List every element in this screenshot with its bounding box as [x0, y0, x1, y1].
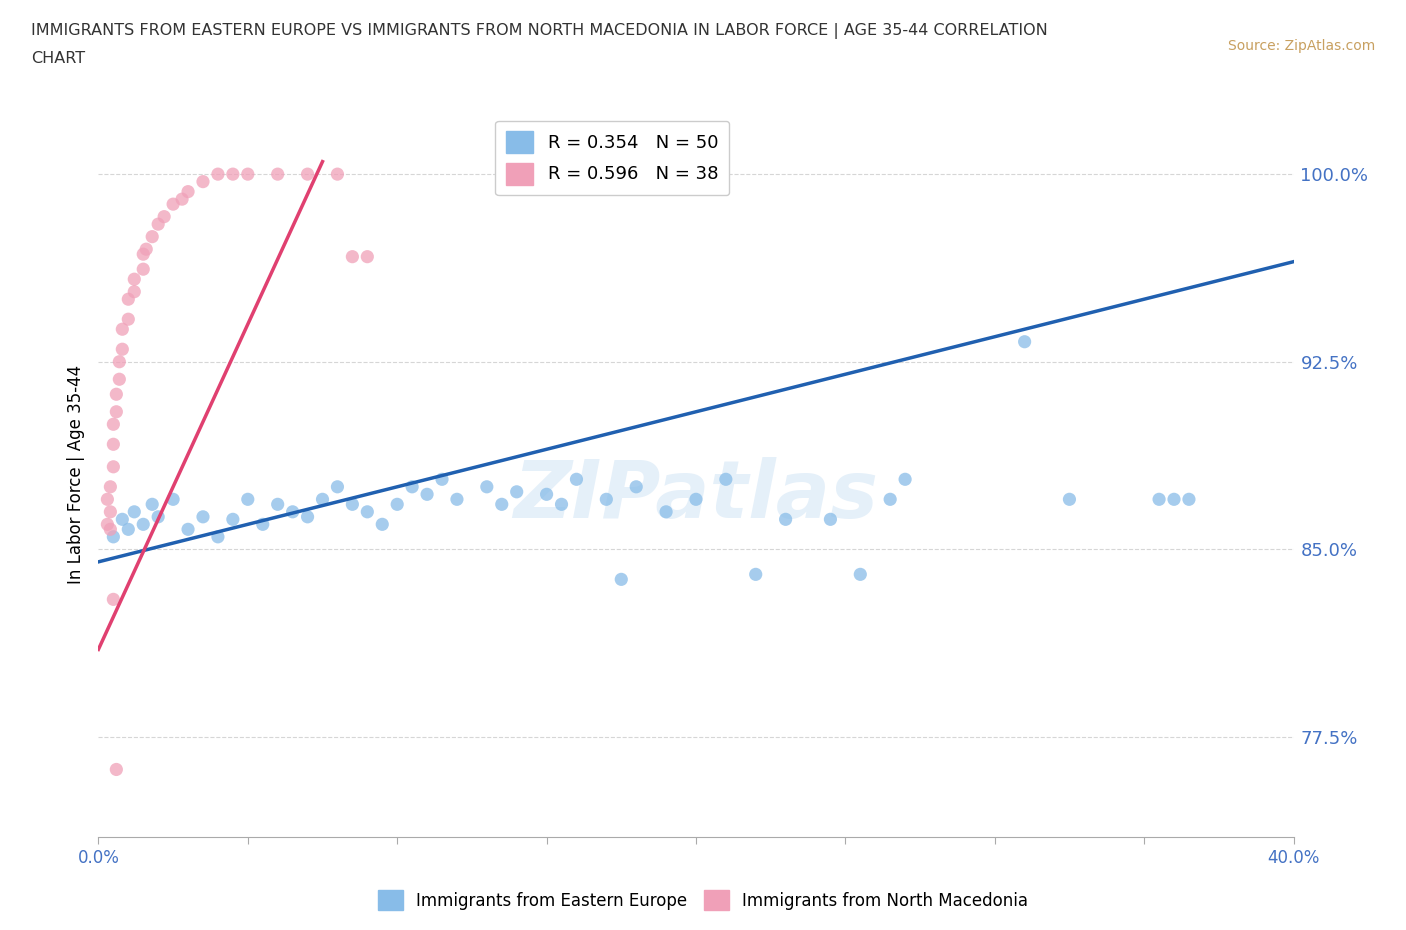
Point [267, 166, 290, 181]
Point [475, 479, 498, 494]
Point [491, 497, 513, 512]
Point [135, 242, 157, 257]
Point [105, 387, 128, 402]
Point [1059, 492, 1081, 507]
Point [111, 322, 134, 337]
Text: IMMIGRANTS FROM EASTERN EUROPE VS IMMIGRANTS FROM NORTH MACEDONIA IN LABOR FORCE: IMMIGRANTS FROM EASTERN EUROPE VS IMMIGR… [31, 23, 1047, 39]
Point [311, 492, 333, 507]
Point [105, 405, 128, 419]
Point [132, 517, 155, 532]
Point [1014, 334, 1036, 349]
Point [894, 472, 917, 486]
Point [297, 166, 319, 181]
Y-axis label: In Labor Force | Age 35-44: In Labor Force | Age 35-44 [66, 365, 84, 584]
Point [117, 312, 139, 326]
Point [385, 497, 409, 512]
Point [401, 479, 423, 494]
Point [172, 192, 194, 206]
Point [222, 166, 245, 181]
Point [153, 209, 176, 224]
Point [252, 517, 274, 532]
Point [191, 510, 214, 525]
Point [191, 174, 214, 189]
Point [96, 517, 118, 532]
Point [124, 504, 146, 519]
Point [326, 166, 349, 181]
Point [132, 261, 155, 276]
Point [1147, 492, 1170, 507]
Point [1163, 492, 1185, 507]
Point [103, 437, 125, 452]
Point [98, 479, 122, 494]
Point [111, 512, 134, 526]
Legend: R = 0.354   N = 50, R = 0.596   N = 38: R = 0.354 N = 50, R = 0.596 N = 38 [495, 121, 730, 195]
Point [148, 510, 170, 525]
Point [536, 487, 558, 502]
Point [371, 517, 394, 532]
Point [236, 492, 259, 507]
Point [103, 459, 125, 474]
Point [685, 492, 707, 507]
Point [297, 510, 319, 525]
Point [356, 504, 378, 519]
Point [108, 372, 131, 387]
Point [820, 512, 842, 526]
Text: CHART: CHART [31, 51, 84, 66]
Point [177, 184, 200, 199]
Point [117, 522, 139, 537]
Point [849, 567, 872, 582]
Point [98, 522, 122, 537]
Point [103, 529, 125, 544]
Point [342, 497, 364, 512]
Point [162, 197, 184, 212]
Point [1178, 492, 1201, 507]
Point [96, 492, 118, 507]
Point [207, 166, 229, 181]
Point [745, 567, 768, 582]
Point [326, 479, 349, 494]
Point [177, 522, 200, 537]
Point [98, 504, 122, 519]
Legend: Immigrants from Eastern Europe, Immigrants from North Macedonia: Immigrants from Eastern Europe, Immigran… [371, 884, 1035, 917]
Point [565, 472, 588, 486]
Point [626, 479, 648, 494]
Point [222, 512, 245, 526]
Point [105, 762, 128, 777]
Point [124, 272, 146, 286]
Point [595, 492, 617, 507]
Point [775, 512, 797, 526]
Point [108, 354, 131, 369]
Point [714, 472, 737, 486]
Point [281, 504, 304, 519]
Point [506, 485, 529, 499]
Point [117, 292, 139, 307]
Point [103, 417, 125, 432]
Text: Source: ZipAtlas.com: Source: ZipAtlas.com [1227, 39, 1375, 53]
Point [132, 246, 155, 261]
Point [356, 249, 378, 264]
Point [416, 487, 439, 502]
Point [342, 249, 364, 264]
Text: ZIPatlas: ZIPatlas [513, 457, 879, 535]
Point [879, 492, 901, 507]
Point [111, 342, 134, 357]
Point [236, 166, 259, 181]
Point [124, 285, 146, 299]
Point [103, 591, 125, 606]
Point [141, 229, 163, 244]
Point [430, 472, 453, 486]
Point [162, 492, 184, 507]
Point [610, 572, 633, 587]
Point [550, 497, 572, 512]
Point [446, 492, 468, 507]
Point [267, 497, 290, 512]
Point [148, 217, 170, 232]
Point [655, 504, 678, 519]
Point [207, 529, 229, 544]
Point [141, 497, 163, 512]
